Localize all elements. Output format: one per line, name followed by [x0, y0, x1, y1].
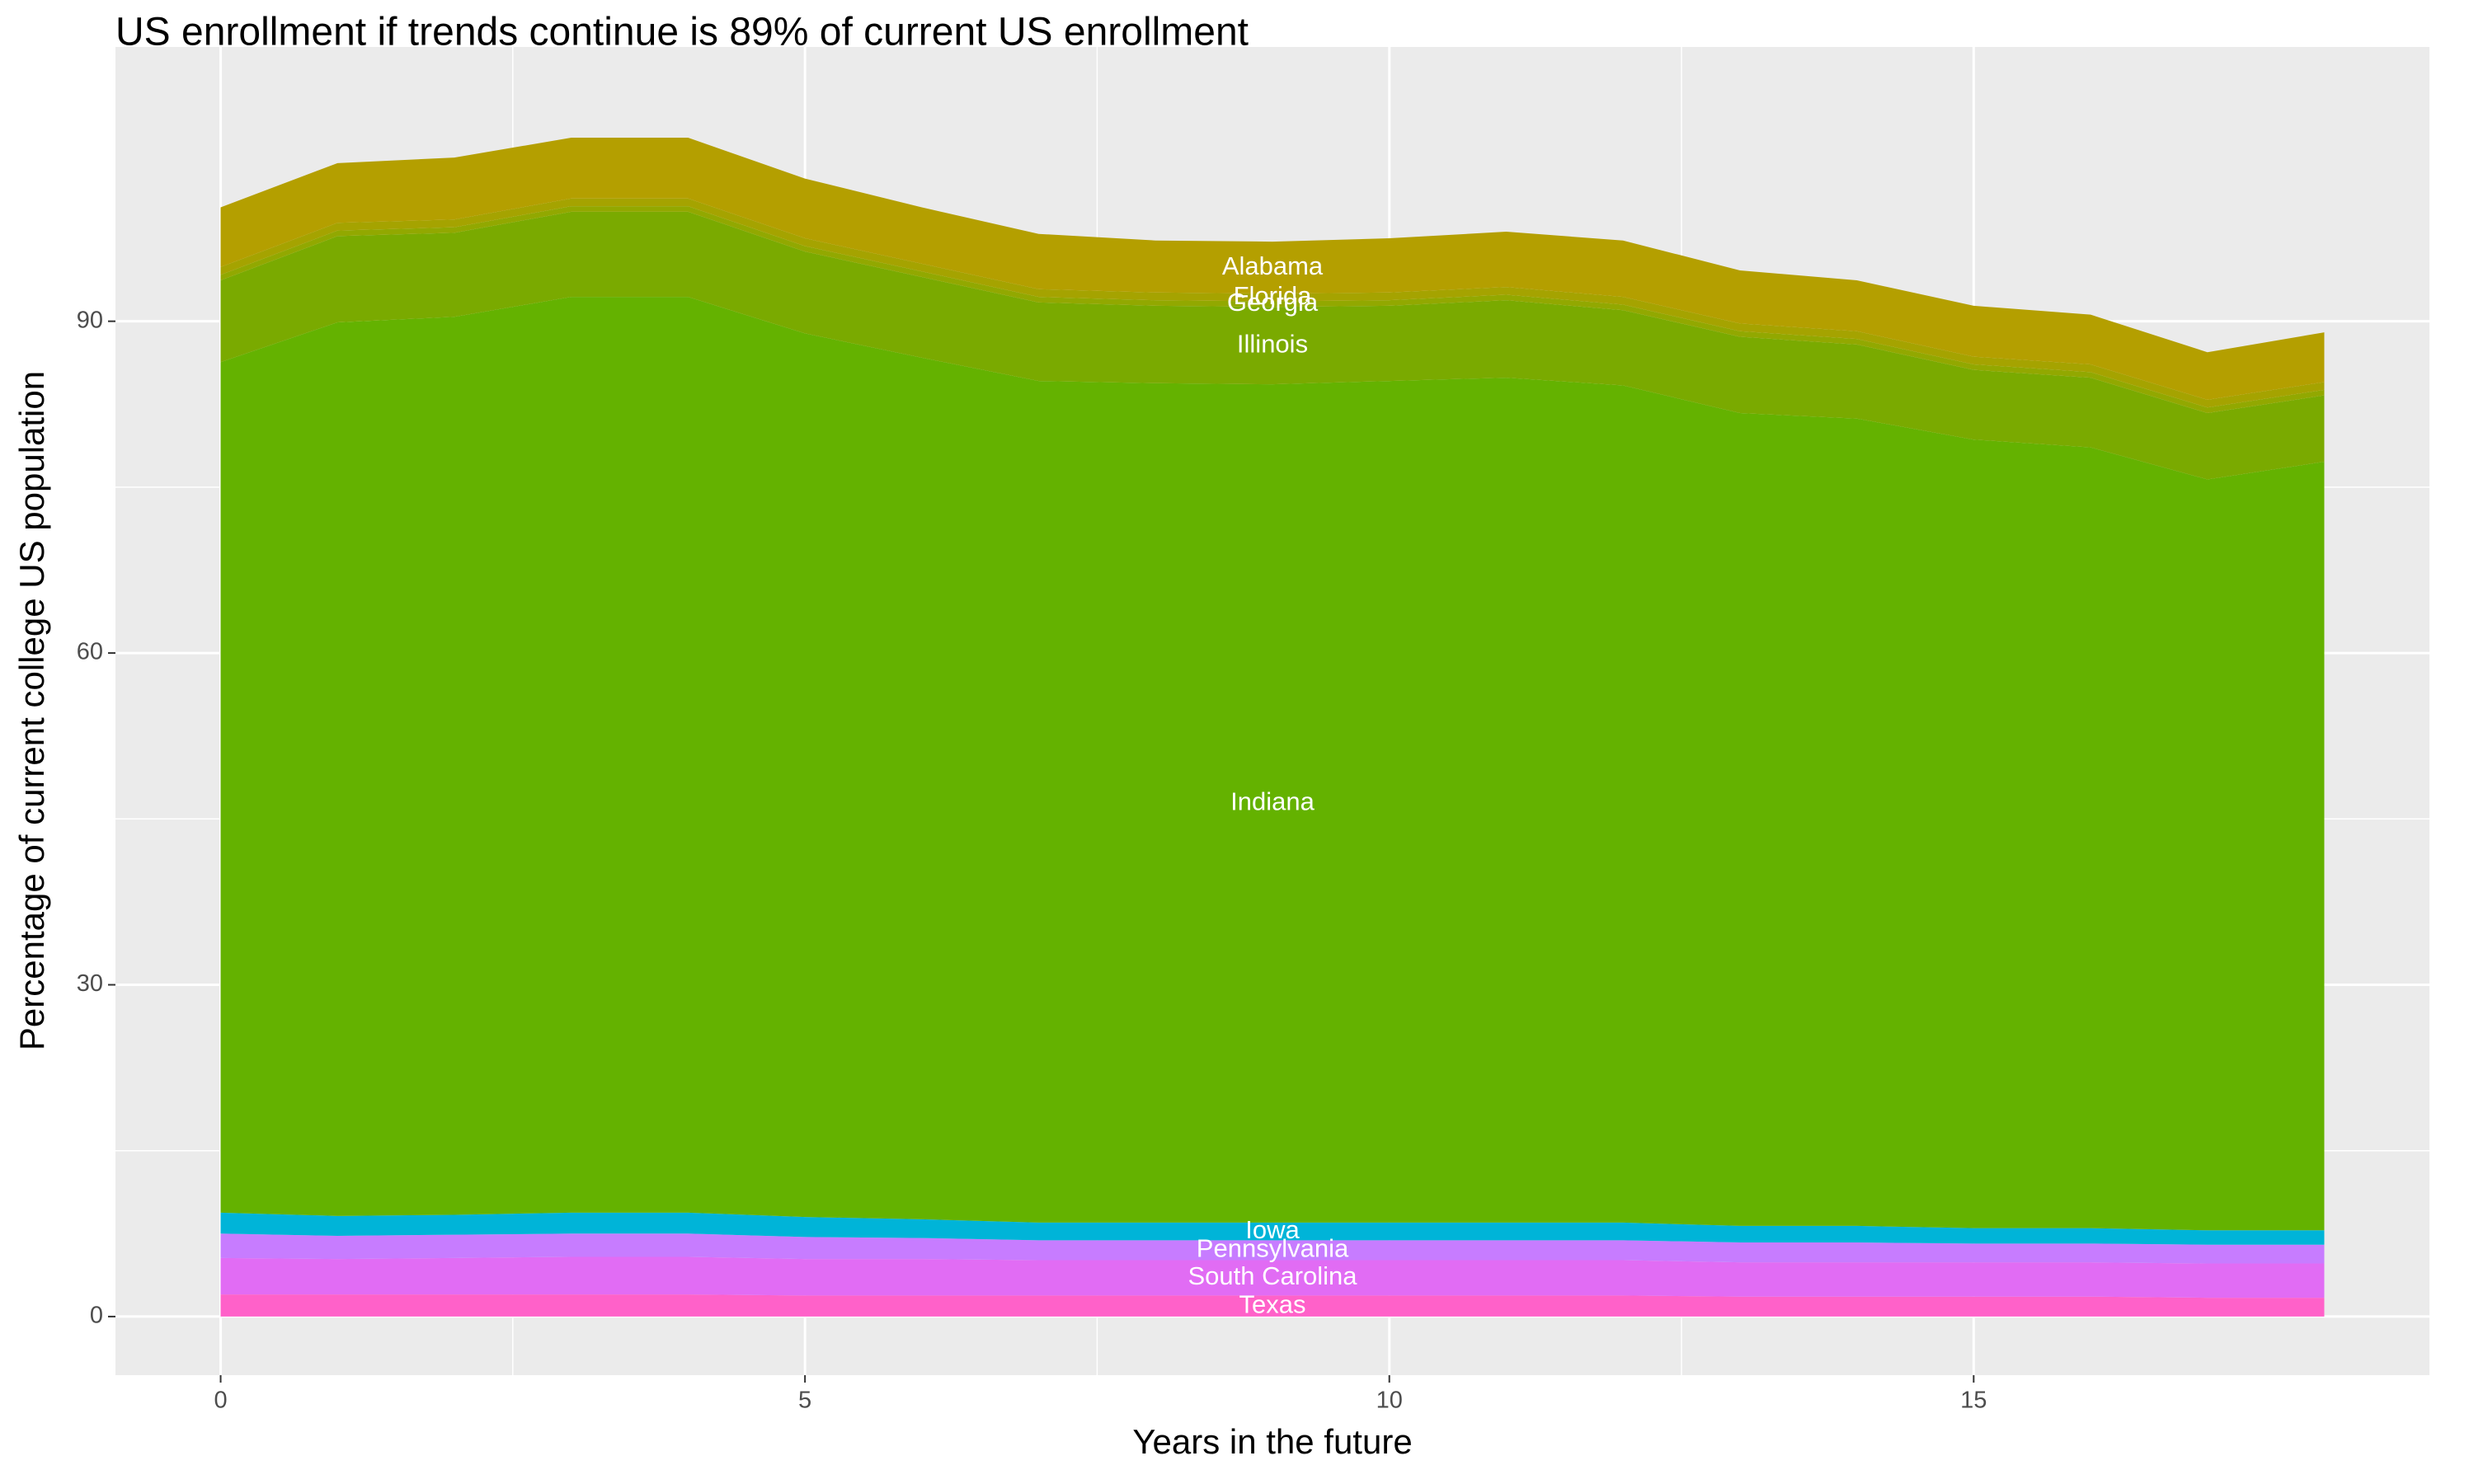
y-tick-label: 90 [77, 307, 103, 333]
area-label: Illinois [1237, 329, 1308, 358]
x-tick-label: 15 [1960, 1388, 1987, 1414]
x-tick-label: 10 [1376, 1388, 1403, 1414]
area-label: Florida [1234, 281, 1313, 310]
y-tick-label: 30 [77, 970, 103, 997]
area-label: Texas [1239, 1289, 1306, 1318]
x-tick-label: 0 [214, 1388, 227, 1414]
area [220, 1233, 2325, 1264]
area-label: Alabama [1222, 251, 1324, 280]
x-axis-title: Years in the future [1132, 1422, 1412, 1461]
area [220, 1256, 2325, 1298]
x-tick-label: 5 [798, 1388, 811, 1414]
area-label: Georgia [1227, 288, 1319, 317]
area-label: Iowa [1245, 1215, 1300, 1244]
y-tick-label: 60 [77, 639, 103, 665]
area [220, 1294, 2325, 1317]
areas [220, 137, 2325, 1317]
area-label: South Carolina [1188, 1261, 1357, 1290]
area-label: Indiana [1230, 787, 1315, 816]
area [220, 211, 2325, 480]
y-tick-label: 0 [90, 1303, 103, 1329]
area [220, 137, 2325, 400]
area [220, 1212, 2325, 1245]
chart-title: US enrollment if trends continue is 89% … [115, 11, 1249, 54]
area [220, 297, 2325, 1231]
area-label: Pennsylvania [1197, 1234, 1349, 1263]
y-axis-title: Percentage of current college US populat… [12, 371, 51, 1050]
